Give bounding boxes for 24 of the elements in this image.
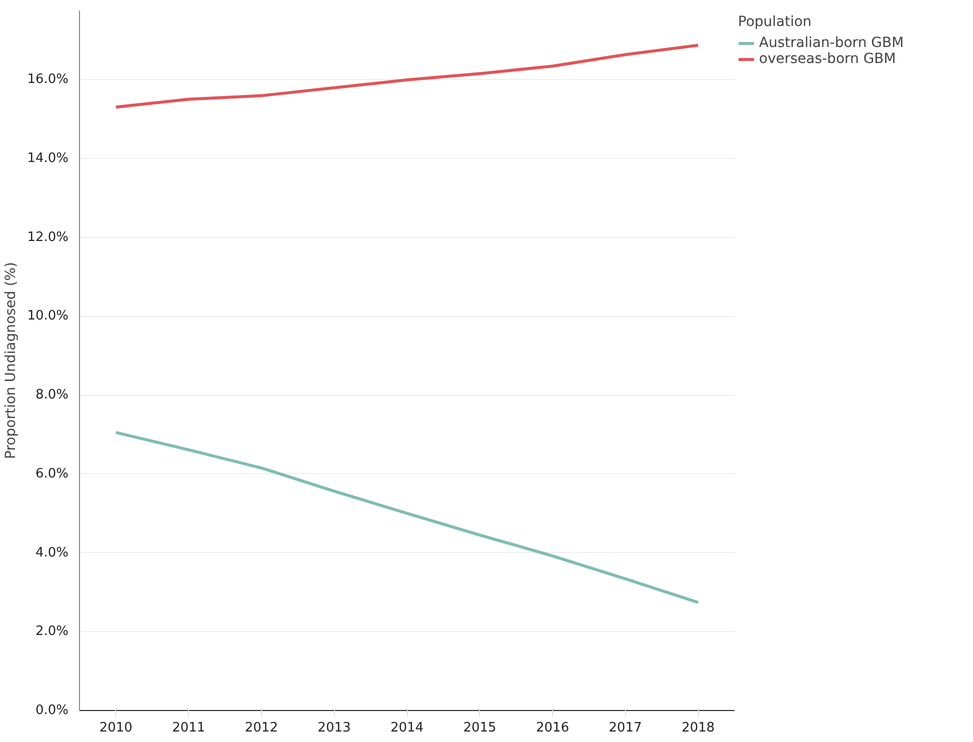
line-series (114, 44, 700, 109)
x-tick-label: 2015 (463, 720, 496, 736)
y-tick-label: 0.0% (35, 703, 69, 718)
y-tick-label: 4.0% (35, 545, 69, 560)
x-tick-label: 2016 (536, 720, 570, 736)
x-tick-label: 2010 (99, 720, 132, 736)
legend-title: Population (738, 14, 813, 30)
y-tick-label: 14.0% (27, 150, 69, 166)
line-series (114, 430, 700, 604)
y-tick-label: 12.0% (27, 230, 69, 245)
y-tick-label: 2.0% (35, 624, 69, 640)
x-tick-label: 2011 (172, 720, 206, 736)
x-tick-label: 2012 (244, 720, 278, 736)
x-tick-label: 2014 (390, 720, 424, 736)
legend-label: overseas-born GBM (759, 51, 896, 67)
x-tick-label: 2018 (682, 720, 715, 736)
y-tick-label: 6.0% (35, 466, 69, 482)
x-tick-label: 2017 (608, 720, 642, 736)
x-tick-label: 2013 (318, 720, 351, 736)
legend-label: Australian-born GBM (759, 35, 904, 51)
y-tick-label: 8.0% (35, 388, 69, 403)
y-tick-label: 16.0% (27, 72, 69, 88)
y-tick-label: 10.0% (27, 308, 69, 324)
y-axis-title: Proportion Undiagnosed (%) (3, 262, 20, 459)
